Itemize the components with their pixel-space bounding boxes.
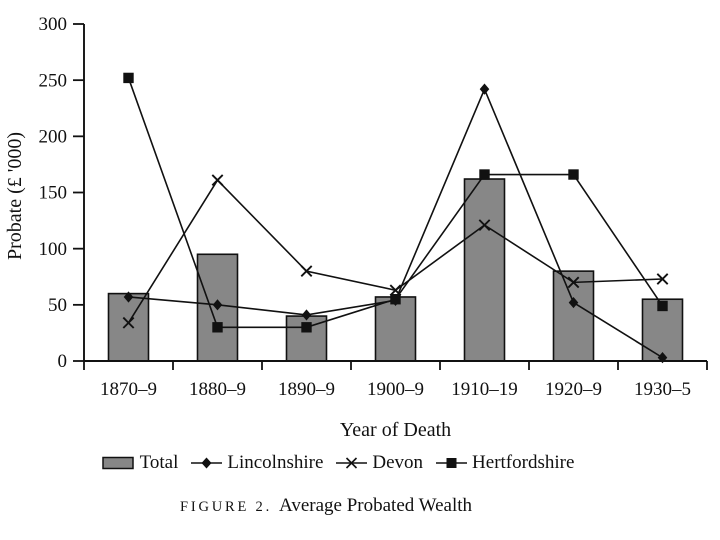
legend-label-total: Total: [139, 452, 179, 473]
marker-square-hertfordshire-1900–9: [390, 294, 401, 305]
y-tick-label-250: 250: [39, 70, 68, 91]
x-category-label-1930–5: 1930–5: [634, 379, 691, 400]
marker-diamond-lincolnshire-1930–5: [657, 352, 668, 364]
legend-label-devon: Devon: [372, 452, 424, 473]
marker-square-hertfordshire-1890–9: [301, 322, 312, 333]
legend-label-lincolnshire: Lincolnshire: [227, 452, 324, 473]
legend-label-hertfordshire: Hertfordshire: [472, 452, 575, 473]
marker-square-hertfordshire-1920–9: [568, 169, 579, 180]
marker-x-devon-1900–9-b: [389, 284, 402, 297]
x-category-label-1870–9: 1870–9: [100, 379, 157, 400]
probated-wealth-chart: 0 50 100 150 200 250 300 1870–9 1880–9 1890–9 1900…: [4, 14, 708, 441]
figure-caption-number: FIGURE 2.: [179, 499, 273, 515]
legend-diamond-marker-icon: [191, 457, 223, 469]
bar-total-1900–9: [374, 296, 417, 362]
marker-x-devon-1930–5-b: [656, 273, 669, 285]
y-tick-label-100: 100: [39, 239, 68, 260]
legend-x-marker-icon: [336, 457, 368, 469]
x-category-label-1910–19: 1910–19: [451, 379, 518, 400]
x-category-label-1900–9: 1900–9: [367, 379, 424, 400]
legend-item-devon: Devon: [336, 452, 423, 474]
y-axis-title: Probate (£ '000): [4, 132, 26, 260]
marker-diamond-lincolnshire-1890–9: [301, 309, 312, 321]
y-tick-label-50: 50: [48, 295, 67, 316]
x-category-label-1920–9: 1920–9: [545, 379, 602, 400]
bar-total-1870–9: [107, 292, 150, 362]
y-tick-label-150: 150: [39, 183, 68, 204]
marker-square-hertfordshire-1910–19: [479, 169, 490, 180]
x-axis-title: Year of Death: [340, 419, 451, 441]
y-tick-label-0: 0: [58, 351, 68, 372]
x-category-label-1890–9: 1890–9: [278, 379, 335, 400]
legend-item-hertfordshire: Hertfordshire: [436, 452, 574, 474]
x-category-label-1880–9: 1880–9: [189, 379, 246, 400]
marker-diamond-lincolnshire-1910–19: [479, 83, 490, 95]
marker-x-devon-1870–9-b: [122, 316, 135, 329]
marker-x-devon-1880–9-b: [211, 174, 224, 187]
legend-item-lincolnshire: Lincolnshire: [191, 452, 323, 474]
marker-diamond-lincolnshire-1880–9: [212, 299, 223, 311]
figure-caption: FIGURE 2. Average Probated Wealth: [0, 495, 686, 517]
chart-legend: Total Lincolnshire Devon Hertfordshire: [0, 452, 698, 474]
marker-square-hertfordshire-1930–5: [657, 300, 668, 312]
figure-caption-title: Average Probated Wealth: [279, 495, 473, 516]
marker-diamond-lincolnshire-1870–9: [123, 291, 134, 303]
bar-total-1910–19: [463, 178, 506, 362]
marker-diamond-lincolnshire-1920–9: [568, 296, 579, 309]
y-tick-label-200: 200: [39, 127, 68, 148]
marker-x-devon-1920–9-b: [567, 276, 580, 289]
bar-total-1920–9: [552, 270, 595, 362]
marker-x-devon-1890–9-b: [300, 265, 313, 278]
y-tick-label-300: 300: [39, 14, 68, 35]
legend-square-marker-icon: [436, 458, 468, 468]
marker-x-devon-1910–19-b: [478, 219, 491, 231]
legend-swatch-total-icon: [101, 456, 134, 470]
marker-square-hertfordshire-1880–9: [212, 322, 223, 333]
marker-square-hertfordshire-1870–9: [123, 72, 134, 84]
legend-item-total: Total: [101, 452, 179, 474]
